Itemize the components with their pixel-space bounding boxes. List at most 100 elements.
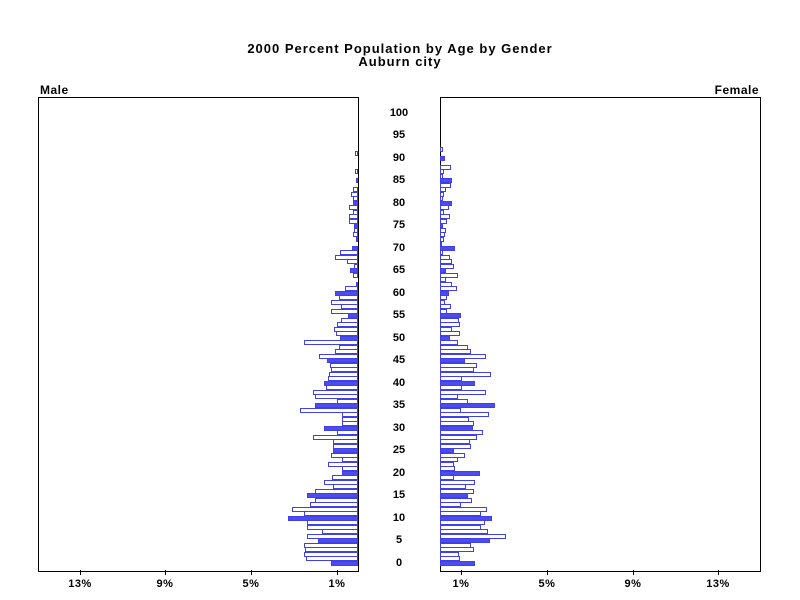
- age-tick-label-100: 100: [389, 107, 409, 119]
- female-bar-age-48: [440, 345, 468, 350]
- female-bar-age-38: [440, 390, 486, 395]
- female-bar-age-6: [440, 534, 506, 539]
- age-tick-label-35: 35: [392, 399, 406, 411]
- male-bar-age-18: [324, 480, 358, 485]
- pct-tick-label-13%: 13%: [706, 578, 730, 590]
- male-bar-age-74: [354, 228, 358, 233]
- female-bar-age-74: [440, 228, 446, 233]
- male-bar-age-32: [342, 417, 358, 422]
- male-bar-age-40: [324, 381, 358, 386]
- male-bar-age-30: [324, 426, 358, 431]
- male-bar-age-2: [304, 552, 358, 557]
- female-bar-age-64: [440, 273, 458, 278]
- male-bar-age-42: [329, 372, 358, 377]
- male-bar-age-82: [351, 192, 358, 197]
- male-bar-age-44: [330, 363, 358, 368]
- female-bar-age-4: [440, 543, 471, 548]
- male-bar-age-46: [319, 354, 358, 359]
- male-bar-age-12: [292, 507, 358, 512]
- male-plot-panel: [38, 97, 359, 572]
- male-bar-age-56: [331, 309, 358, 314]
- male-bar-age-78: [353, 210, 358, 215]
- male-bar-age-58: [331, 300, 358, 305]
- female-bar-age-8: [440, 525, 481, 530]
- age-tick-label-70: 70: [392, 242, 406, 254]
- male-bar-age-64: [353, 273, 358, 278]
- male-bar-age-87: [355, 169, 358, 174]
- male-side-label: Male: [40, 83, 69, 97]
- pct-tick-label-5%: 5%: [538, 578, 556, 590]
- male-bar-age-35: [315, 403, 358, 408]
- age-tick-label-60: 60: [392, 287, 406, 299]
- female-bar-age-55: [440, 313, 461, 318]
- female-bar-age-52: [440, 327, 452, 332]
- male-bar-age-20: [342, 471, 358, 476]
- pct-tick-mark: [461, 570, 462, 575]
- age-tick-label-90: 90: [392, 152, 406, 164]
- female-bar-age-86: [440, 174, 443, 179]
- female-bar-age-22: [440, 462, 454, 467]
- male-bar-age-60: [335, 291, 358, 296]
- female-bar-age-16: [440, 489, 474, 494]
- male-bar-age-70: [352, 246, 358, 251]
- female-bar-age-66: [440, 264, 454, 269]
- male-bar-age-22: [328, 462, 358, 467]
- male-bar-age-52: [334, 327, 358, 332]
- female-bar-age-54: [440, 318, 459, 323]
- female-bar-age-26: [440, 444, 471, 449]
- pct-tick-label-9%: 9%: [624, 578, 642, 590]
- age-tick-label-45: 45: [392, 354, 406, 366]
- female-bar-age-10: [440, 516, 492, 521]
- pct-tick-label-9%: 9%: [156, 578, 174, 590]
- male-bar-age-54: [341, 318, 358, 323]
- female-bar-age-46: [440, 354, 486, 359]
- pct-tick-mark: [337, 570, 338, 575]
- male-bar-age-49: [304, 340, 358, 345]
- age-tick-label-20: 20: [392, 467, 406, 479]
- pct-tick-mark: [718, 570, 719, 575]
- male-bar-age-38: [313, 390, 358, 395]
- age-tick-label-10: 10: [392, 512, 406, 524]
- female-bar-age-78: [440, 210, 444, 215]
- age-tick-label-95: 95: [392, 129, 406, 141]
- chart-title: 2000 Percent Population by Age by Gender: [247, 41, 553, 56]
- age-tick-label-15: 15: [392, 489, 406, 501]
- pct-tick-label-5%: 5%: [242, 578, 260, 590]
- female-bar-age-77: [440, 214, 450, 219]
- male-bar-age-69: [340, 250, 358, 255]
- pct-tick-mark: [165, 570, 166, 575]
- female-bar-age-70: [440, 246, 455, 251]
- female-bar-age-28: [440, 435, 477, 440]
- female-bar-age-85: [440, 178, 452, 183]
- pct-tick-label-1%: 1%: [452, 578, 470, 590]
- male-bar-age-50: [340, 336, 358, 341]
- male-bar-age-14: [315, 498, 358, 503]
- female-bar-age-12: [440, 507, 487, 512]
- female-bar-age-58: [440, 300, 445, 305]
- male-bar-age-48: [339, 345, 358, 350]
- female-bar-age-20: [440, 471, 480, 476]
- female-bar-age-36: [440, 399, 468, 404]
- male-bar-age-6: [307, 534, 358, 539]
- age-tick-label-50: 50: [392, 332, 406, 344]
- age-tick-label-25: 25: [392, 444, 406, 456]
- female-bar-age-24: [440, 453, 465, 458]
- male-bar-age-76: [349, 219, 358, 224]
- female-bar-age-60: [440, 291, 449, 296]
- pct-tick-mark: [547, 570, 548, 575]
- female-bar-age-0: [440, 561, 475, 566]
- age-tick-label-0: 0: [395, 557, 403, 569]
- male-baseline-axis: [358, 97, 359, 571]
- male-bar-age-36: [337, 399, 358, 404]
- male-bar-age-4: [304, 543, 358, 548]
- pct-tick-mark: [251, 570, 252, 575]
- male-bar-age-26: [333, 444, 358, 449]
- male-bar-age-16: [315, 489, 358, 494]
- female-bar-age-44: [440, 363, 477, 368]
- female-side-label: Female: [714, 83, 759, 97]
- female-bar-age-40: [440, 381, 475, 386]
- age-tick-label-65: 65: [392, 264, 406, 276]
- female-bar-age-80: [440, 201, 452, 206]
- male-bar-age-72: [356, 237, 358, 242]
- female-bar-age-76: [440, 219, 447, 224]
